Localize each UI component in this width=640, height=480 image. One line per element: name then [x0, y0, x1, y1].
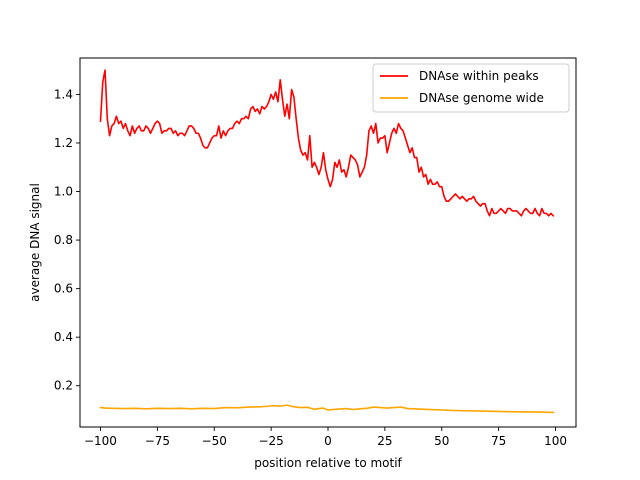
- legend-label-genome: DNAse genome wide: [419, 91, 544, 105]
- series-line-1: [99, 404, 555, 414]
- x-tick-label: −75: [145, 434, 170, 448]
- y-tick-label: 0.6: [54, 282, 73, 296]
- x-tick-label: −50: [202, 434, 227, 448]
- y-tick-label: 0.8: [54, 233, 73, 247]
- y-axis-label: average DNA signal: [28, 183, 42, 302]
- x-tick-label: 75: [491, 434, 506, 448]
- legend-label-peaks: DNAse within peaks: [419, 69, 539, 83]
- y-tick-label: 1.2: [54, 136, 73, 150]
- series-layer: [99, 69, 555, 414]
- series-line-0: [99, 69, 555, 217]
- x-axis-label: position relative to motif: [254, 456, 402, 470]
- plot-area: [80, 58, 576, 427]
- x-tick-label: 0: [324, 434, 332, 448]
- y-axis: 0.2 0.4 0.6 0.8 1.0 1.2 1.4: [54, 87, 80, 393]
- legend: DNAse within peaks DNAse genome wide: [372, 63, 570, 113]
- x-tick-label: 50: [434, 434, 449, 448]
- x-tick-label: −25: [258, 434, 283, 448]
- x-tick-label: 100: [544, 434, 567, 448]
- x-axis: −100 −75 −50 −25 0 25 50 75 100: [84, 427, 567, 448]
- y-tick-label: 0.4: [54, 330, 73, 344]
- legend-box: [372, 63, 570, 113]
- x-tick-label: −100: [84, 434, 117, 448]
- y-tick-label: 1.0: [54, 185, 73, 199]
- x-tick-label: 25: [377, 434, 392, 448]
- y-tick-label: 0.2: [54, 379, 73, 393]
- y-tick-label: 1.4: [54, 87, 73, 101]
